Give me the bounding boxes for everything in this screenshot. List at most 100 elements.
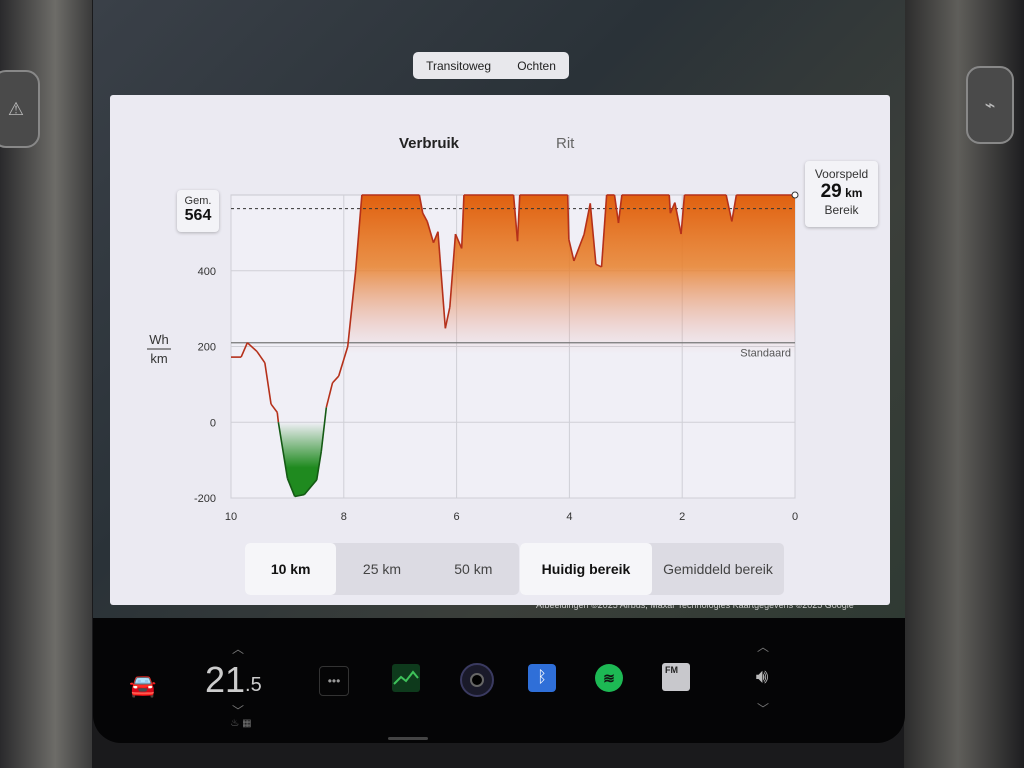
- consumption-line-segment: [418, 194, 424, 214]
- consumption-line-segment: [600, 194, 608, 268]
- consumption-line-segment: [432, 231, 439, 244]
- y-tick-label: -200: [194, 493, 216, 505]
- more-icon[interactable]: •••: [319, 666, 349, 696]
- consumption-line-segment: [346, 270, 357, 347]
- climate-temp[interactable]: 21.5: [205, 658, 262, 702]
- distance-50km[interactable]: 50 km: [454, 561, 493, 577]
- consumption-line-segment: [422, 212, 428, 222]
- consumption-line-segment: [437, 231, 447, 329]
- y-unit-bottom: km: [150, 351, 167, 366]
- consumption-line-segment: [583, 203, 592, 235]
- consumption-line-segment: [589, 203, 597, 265]
- y-unit-top: Wh: [149, 332, 169, 347]
- standard-label: Standaard: [740, 348, 791, 360]
- radio-label: FM: [665, 665, 678, 675]
- consumption-line-segment: [613, 194, 620, 224]
- average-label: Gem.: [184, 195, 212, 207]
- road-label: Transitoweg: [426, 58, 492, 73]
- consumption-line-segment: [669, 202, 676, 214]
- map-location-label: Transitoweg Ochten: [413, 52, 569, 79]
- y-tick-label: 0: [210, 417, 216, 429]
- radio-icon[interactable]: FM: [662, 663, 690, 691]
- regen-area: [231, 422, 795, 497]
- consumption-chart: 10 8 6 4 2 0 -200 0 200 400 Standaard Wh km: [147, 191, 799, 523]
- volume-down-icon[interactable]: ﹀: [756, 702, 769, 716]
- x-tick-label: 0: [792, 511, 798, 523]
- consumption-line-segment: [617, 194, 623, 224]
- average-value: 564: [184, 207, 212, 224]
- consumption-line-segment: [573, 234, 585, 262]
- consumption-line-segment: [277, 422, 289, 479]
- consumption-area: [231, 195, 795, 423]
- consumption-line-segment: [680, 194, 686, 235]
- consumption-line-segment: [426, 221, 435, 243]
- glovebox-icon: ⌁: [984, 94, 996, 115]
- consumption-line-segment: [674, 202, 682, 235]
- consumption-line-segment: [512, 194, 519, 242]
- range-current[interactable]: Huidig bereik: [520, 543, 652, 595]
- temp-up-icon[interactable]: ︿: [231, 642, 244, 656]
- map-attribution: Afbeeldingen ©2025 Airbus, Maxar Technol…: [536, 600, 854, 610]
- temp-down-icon[interactable]: ﹀: [231, 704, 244, 718]
- hazard-icon: ⚠: [7, 98, 25, 119]
- consumption-line-segment: [331, 375, 340, 384]
- predicted-range-callout: Voorspeld 29 km Bereik: [805, 161, 878, 227]
- tab-verbruik[interactable]: Verbruik: [399, 135, 460, 152]
- temp-decimal: .5: [245, 673, 262, 696]
- car-icon[interactable]: 🚘: [129, 673, 157, 698]
- consumption-line-segment: [286, 478, 296, 497]
- tab-rit[interactable]: Rit: [556, 135, 575, 152]
- consumption-line-segment: [325, 382, 334, 408]
- consumption-line-segment: [595, 263, 602, 268]
- hazard-button[interactable]: ⚠: [0, 70, 40, 148]
- predicted-unit: km: [845, 186, 863, 200]
- x-tick-label: 4: [566, 511, 572, 523]
- predicted-value: 29: [820, 181, 842, 202]
- y-tick-label: 200: [198, 342, 216, 354]
- range-selector: Huidig bereik Gemiddeld bereik: [520, 543, 784, 595]
- volume-icon[interactable]: 🔊︎: [755, 665, 769, 688]
- range-average[interactable]: Gemiddeld bereik: [663, 561, 773, 577]
- distance-25km[interactable]: 25 km: [362, 561, 402, 577]
- consumption-line-segment: [731, 194, 738, 222]
- camera-icon[interactable]: [460, 663, 494, 697]
- predicted-sublabel: Bereik: [824, 203, 859, 217]
- spotify-icon[interactable]: ≋: [595, 664, 623, 692]
- x-tick-label: 10: [225, 511, 237, 523]
- x-tick-label: 6: [454, 511, 460, 523]
- defrost-icons[interactable]: ♨ ▦: [230, 718, 252, 729]
- average-callout: Gem. 564: [177, 190, 219, 232]
- energy-app-icon[interactable]: [392, 664, 420, 692]
- place-label: Ochten: [517, 58, 556, 73]
- consumption-line-segment: [264, 362, 272, 405]
- consumption-line-segment: [568, 239, 575, 262]
- volume-up-icon[interactable]: ︿: [756, 640, 769, 654]
- consumption-line-segment: [444, 306, 451, 329]
- distance-10km[interactable]: 10 km: [245, 543, 337, 595]
- consumption-line-segment: [315, 451, 323, 480]
- consumption-line-segment: [449, 233, 457, 308]
- consumption-line-segment: [270, 403, 278, 413]
- consumption-line-segment: [303, 479, 318, 496]
- consumption-line-segment: [516, 194, 521, 242]
- consumption-line-segment: [668, 194, 672, 214]
- consumption-line-segment: [294, 493, 305, 498]
- distance-selector: 10 km 25 km 50 km: [245, 543, 519, 595]
- glovebox-button[interactable]: ⌁: [966, 66, 1014, 144]
- consumption-line-segment: [337, 346, 349, 377]
- consumption-line-segment: [460, 194, 465, 249]
- consumption-line-segment: [320, 407, 328, 452]
- bluetooth-icon[interactable]: ᛒ: [528, 664, 556, 692]
- consumption-line-segment: [276, 412, 280, 423]
- home-indicator: [388, 737, 428, 740]
- consumption-line-segment: [256, 350, 266, 364]
- consumption-line-segment: [246, 342, 258, 353]
- x-tick-label: 2: [679, 511, 685, 523]
- consumption-line-segment: [725, 194, 733, 222]
- consumption-line-segment: [454, 233, 463, 249]
- temp-integer: 21: [205, 659, 246, 700]
- bottom-dock: 🚘 ︿ 21.5 ﹀ ♨ ▦ ••• ᛒ ≋ FM ︿ 🔊︎ ﹀: [93, 618, 905, 743]
- consumption-line-segment: [240, 342, 249, 358]
- y-tick-label: 400: [198, 266, 216, 278]
- consumption-line-segment: [354, 194, 363, 271]
